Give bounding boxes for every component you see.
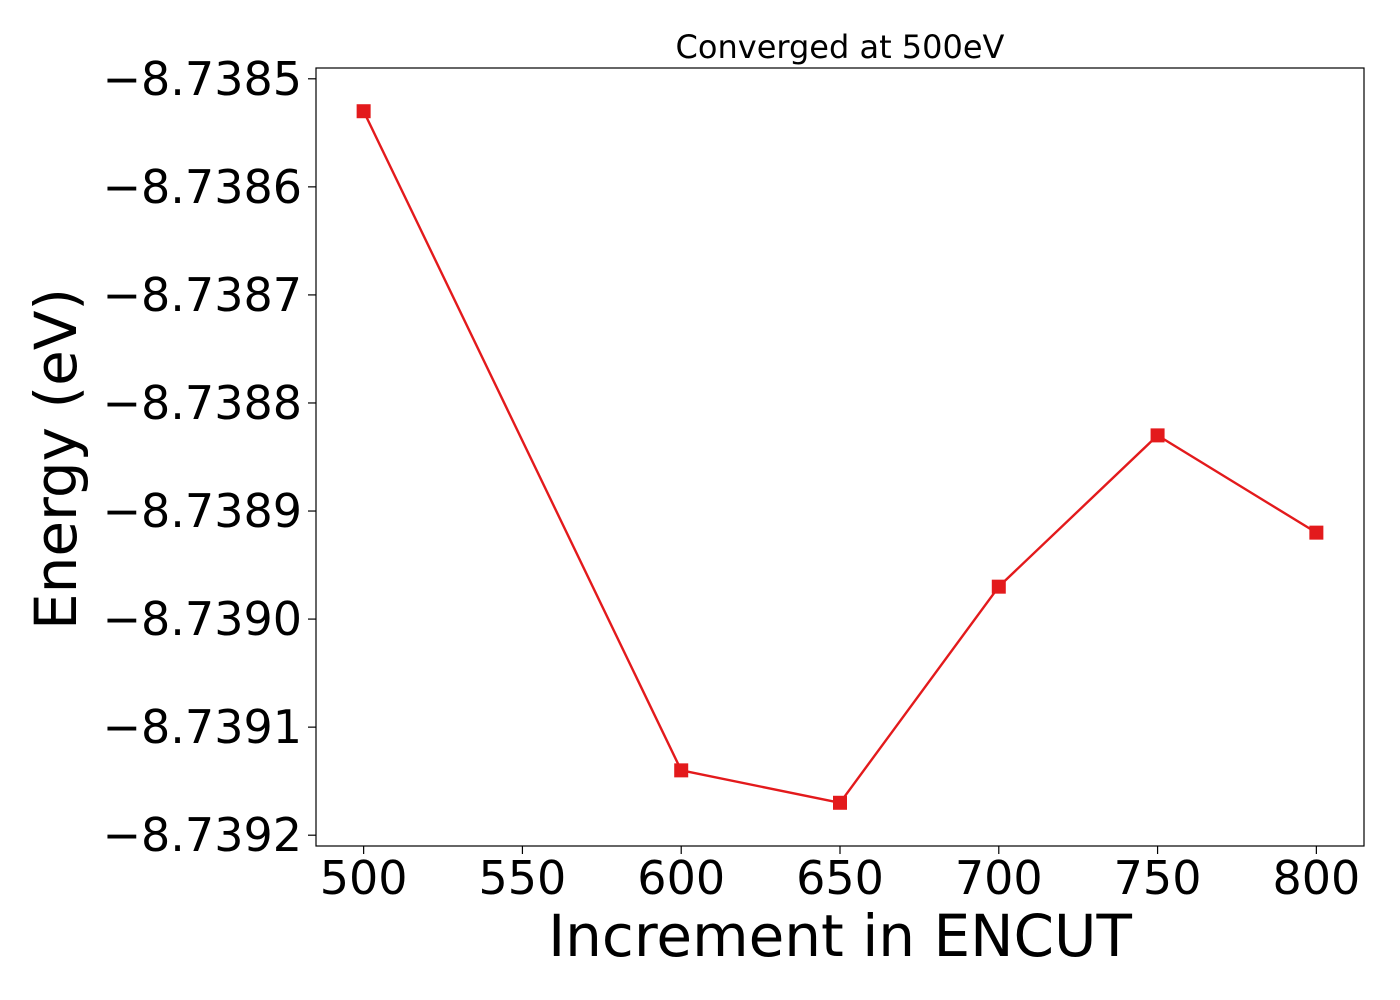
x-tick-label: 600 [637, 851, 725, 905]
y-tick-label: −8.7388 [103, 376, 303, 430]
plot-frame [315, 67, 1365, 847]
x-axis: 500 550 600 650 700 750 800 [320, 846, 1360, 905]
y-axis: −8.7385 −8.7386 −8.7387 −8.7388 −8.7389 −8.73… [103, 52, 316, 862]
data-point-marker [674, 763, 689, 778]
y-tick-label: −8.7387 [103, 268, 303, 322]
data-point-marker [356, 104, 371, 119]
x-tick-label: 550 [479, 851, 567, 905]
data-point-marker [991, 579, 1006, 594]
y-tick-label: −8.7391 [103, 700, 303, 754]
data-point-marker [1309, 525, 1324, 540]
x-tick-label: 650 [796, 851, 884, 905]
y-tick-label: −8.7386 [103, 160, 303, 214]
series-line [362, 110, 1317, 804]
plot-area [356, 104, 1324, 810]
x-tick-label: 500 [320, 851, 408, 905]
y-tick-label: −8.7390 [103, 592, 303, 646]
y-tick-label: −8.7389 [103, 484, 303, 538]
y-tick-label: −8.7392 [103, 808, 303, 862]
data-point-marker [1150, 428, 1165, 443]
x-tick-label: 700 [955, 851, 1043, 905]
chart-title: Converged at 500eV [676, 28, 1005, 66]
x-axis-title: Increment in ENCUT [548, 902, 1132, 970]
y-tick-label: −8.7385 [103, 52, 303, 106]
x-tick-label: 800 [1272, 851, 1360, 905]
y-axis-title: Energy (eV) [22, 288, 90, 630]
data-point-marker [833, 795, 847, 810]
x-tick-label: 750 [1114, 851, 1202, 905]
